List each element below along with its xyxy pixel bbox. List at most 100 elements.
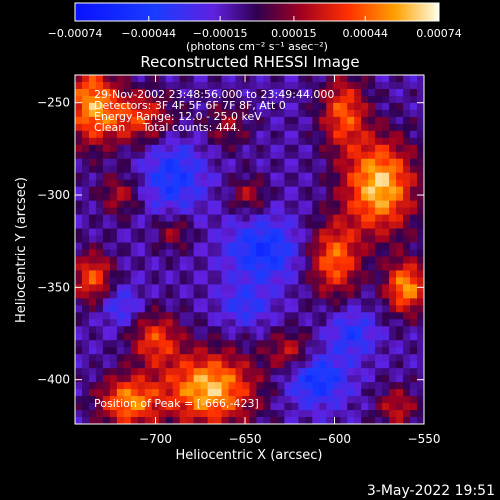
heatmap-cell bbox=[305, 193, 313, 202]
heatmap-cell bbox=[151, 186, 160, 195]
heatmap-cell bbox=[193, 319, 202, 327]
heatmap-cell bbox=[249, 403, 257, 411]
heatmap-cell bbox=[305, 417, 313, 425]
heatmap-cell bbox=[326, 228, 334, 236]
heatmap-cell bbox=[319, 88, 327, 97]
heatmap-cell bbox=[368, 277, 376, 285]
heatmap-cell bbox=[319, 298, 327, 306]
heatmap-cell bbox=[242, 333, 250, 341]
heatmap-cell bbox=[417, 417, 425, 425]
heatmap-cell bbox=[200, 298, 209, 306]
heatmap-cell bbox=[361, 200, 369, 209]
heatmap-cell bbox=[403, 396, 411, 404]
heatmap-cell bbox=[158, 193, 167, 202]
heatmap-cell bbox=[214, 249, 222, 257]
heatmap-cell bbox=[75, 382, 83, 390]
heatmap-cell bbox=[249, 109, 257, 118]
heatmap-cell bbox=[158, 102, 167, 111]
heatmap-cell bbox=[326, 389, 334, 397]
heatmap-cell bbox=[319, 228, 327, 236]
heatmap-cell bbox=[102, 88, 111, 97]
heatmap-cell bbox=[137, 319, 146, 327]
heatmap-cell bbox=[88, 340, 97, 348]
heatmap-cell bbox=[284, 151, 292, 160]
heatmap-cell bbox=[242, 193, 250, 202]
heatmap-cell bbox=[214, 368, 222, 376]
heatmap-cell bbox=[235, 417, 243, 425]
heatmap-cell bbox=[277, 354, 285, 362]
heatmap-cell bbox=[88, 291, 97, 299]
heatmap-cell bbox=[193, 270, 202, 278]
colorbar: −0.00074 −0.00044 −0.00015 0.00015 0.00044 0.… bbox=[48, 2, 462, 53]
heatmap-cell bbox=[256, 95, 264, 104]
heatmap-cell bbox=[417, 95, 425, 104]
heatmap-cell bbox=[109, 172, 118, 181]
heatmap-cell bbox=[186, 214, 195, 222]
heatmap-cell bbox=[361, 298, 369, 306]
heatmap-cell bbox=[277, 172, 285, 181]
heatmap-cell bbox=[291, 179, 299, 188]
heatmap-cell bbox=[137, 347, 146, 355]
heatmap-cell bbox=[263, 95, 271, 104]
heatmap-cell bbox=[130, 340, 139, 348]
heatmap-cell bbox=[214, 270, 222, 278]
heatmap-cell bbox=[95, 214, 104, 222]
heatmap-cell bbox=[88, 81, 97, 90]
heatmap-cell bbox=[347, 263, 355, 271]
heatmap-cell bbox=[333, 326, 341, 334]
heatmap-cell bbox=[221, 235, 229, 243]
heatmap-cell bbox=[333, 144, 341, 153]
heatmap-cell bbox=[291, 389, 299, 397]
heatmap-cell bbox=[270, 256, 278, 264]
heatmap-cell bbox=[410, 193, 418, 202]
heatmap-cell bbox=[256, 88, 264, 97]
heatmap-cell bbox=[263, 291, 271, 299]
heatmap-cell bbox=[172, 256, 181, 264]
heatmap-cell bbox=[410, 403, 418, 411]
heatmap-cell bbox=[130, 410, 139, 418]
heatmap-cell bbox=[158, 214, 167, 222]
heatmap-cell bbox=[200, 179, 209, 188]
heatmap-cell bbox=[319, 417, 327, 425]
heatmap-cell bbox=[81, 137, 90, 146]
heatmap-cell bbox=[389, 235, 397, 243]
heatmap-cell bbox=[207, 172, 215, 181]
heatmap-cell bbox=[95, 221, 104, 229]
heatmap-cell bbox=[277, 263, 285, 271]
heatmap-cell bbox=[305, 130, 313, 139]
heatmap-cell bbox=[403, 263, 411, 271]
heatmap-cell bbox=[137, 228, 146, 236]
heatmap-cell bbox=[109, 382, 118, 390]
heatmap-cell bbox=[165, 270, 174, 278]
heatmap-cell bbox=[81, 228, 90, 236]
heatmap-cell bbox=[291, 200, 299, 209]
heatmap-cell bbox=[130, 368, 139, 376]
heatmap-cell bbox=[116, 340, 125, 348]
heatmap-cell bbox=[75, 242, 83, 250]
heatmap-cell bbox=[207, 417, 215, 425]
heatmap-cell bbox=[270, 249, 278, 257]
heatmap-cell bbox=[88, 130, 97, 139]
heatmap-cell bbox=[368, 361, 376, 369]
heatmap-cell bbox=[256, 179, 264, 188]
heatmap-cell bbox=[242, 256, 250, 264]
heatmap-cell bbox=[186, 144, 195, 153]
heatmap-cell bbox=[389, 340, 397, 348]
heatmap-cell bbox=[396, 179, 404, 188]
heatmap-cell bbox=[340, 116, 348, 125]
heatmap-cell bbox=[81, 284, 90, 292]
heatmap-cell bbox=[109, 137, 118, 146]
heatmap-cell bbox=[284, 235, 292, 243]
heatmap-cell bbox=[172, 165, 181, 174]
heatmap-cell bbox=[144, 319, 153, 327]
heatmap-cell bbox=[172, 410, 181, 418]
heatmap-cell bbox=[75, 116, 83, 125]
heatmap-cell bbox=[382, 130, 390, 139]
heatmap-cell bbox=[75, 298, 83, 306]
heatmap-cell bbox=[403, 75, 411, 83]
heatmap-cell bbox=[242, 228, 250, 236]
heatmap-cell bbox=[361, 88, 369, 97]
heatmap-cell bbox=[326, 75, 334, 83]
heatmap-cell bbox=[186, 417, 195, 425]
heatmap-cell bbox=[319, 375, 327, 383]
